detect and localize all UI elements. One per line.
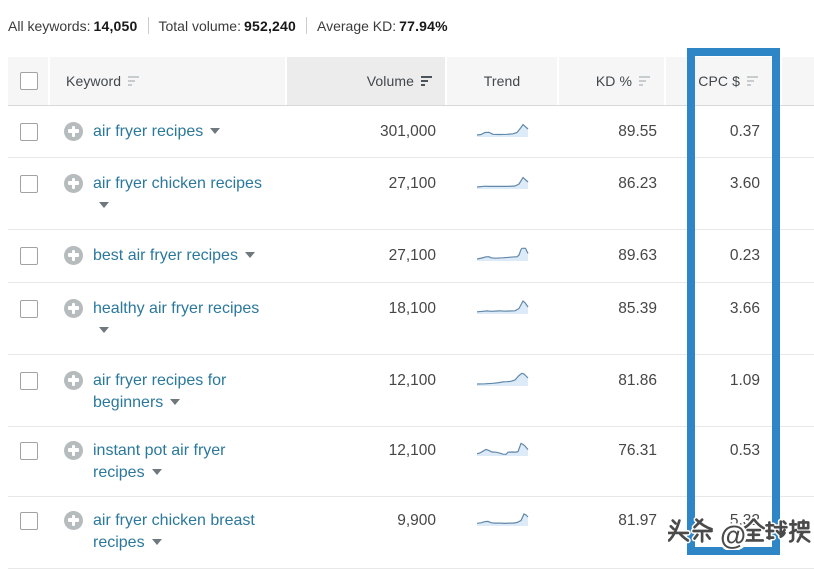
svg-text:@: @	[720, 520, 746, 550]
svg-text:@: @	[720, 520, 746, 550]
